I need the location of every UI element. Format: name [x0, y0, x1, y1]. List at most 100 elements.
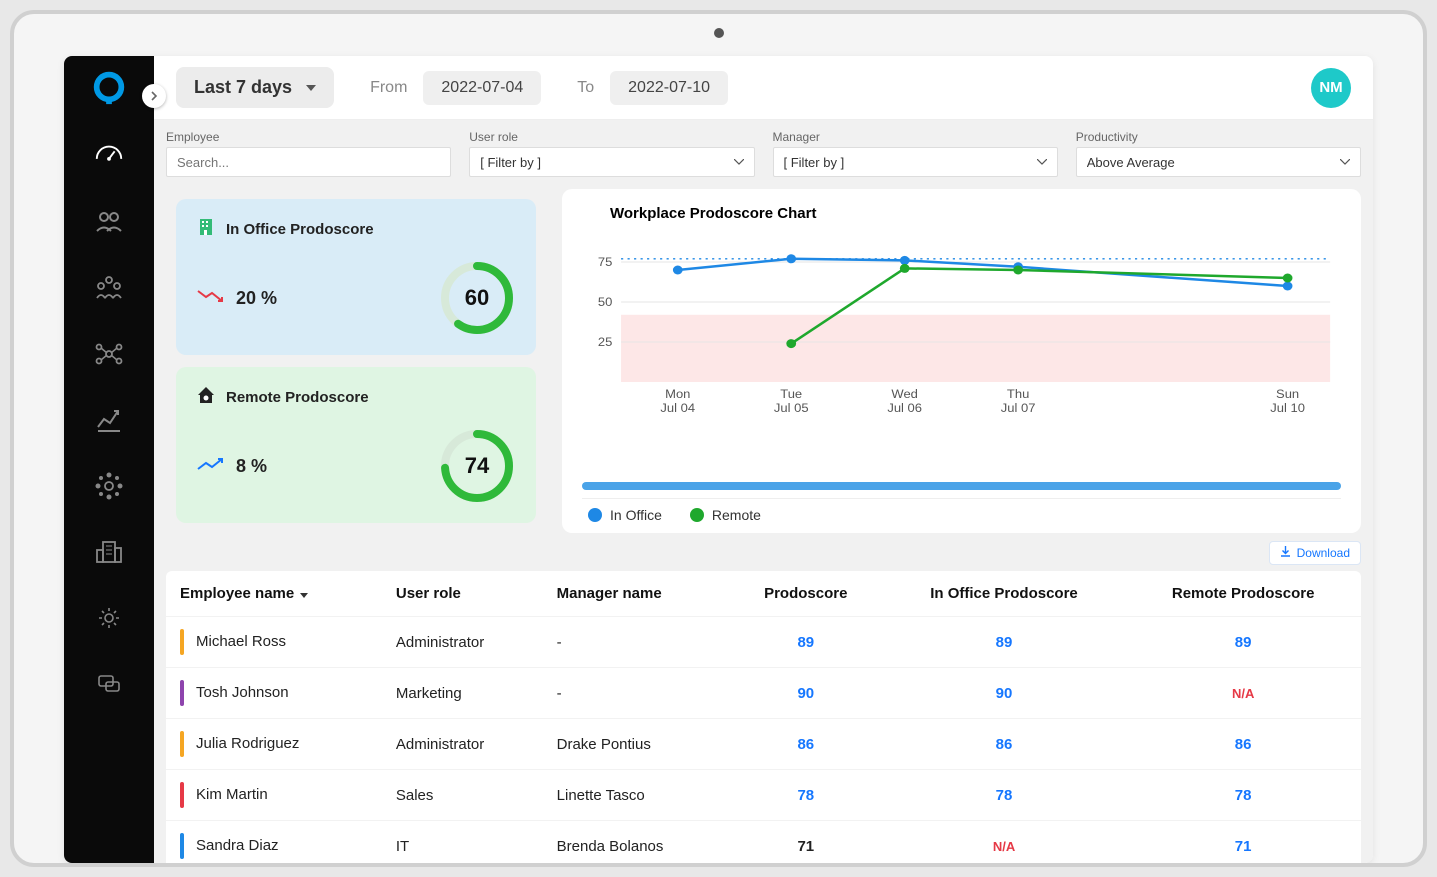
- cell-role: Administrator: [382, 719, 543, 770]
- cell-role: Administrator: [382, 617, 543, 668]
- col-manager[interactable]: Manager name: [543, 571, 729, 617]
- legend-office[interactable]: In Office: [588, 507, 662, 523]
- svg-text:Tue: Tue: [780, 387, 802, 400]
- sidebar-item-analytics[interactable]: [93, 404, 125, 436]
- cell-employee: Michael Ross: [166, 617, 382, 668]
- cell-remote: 78: [1125, 770, 1361, 821]
- sidebar-item-hub[interactable]: [93, 470, 125, 502]
- app-window: Last 7 days From 2022-07-04 To 2022-07-1…: [64, 56, 1373, 863]
- cell-employee: Kim Martin: [166, 770, 382, 821]
- col-prodoscore[interactable]: Prodoscore: [729, 571, 883, 617]
- table-row[interactable]: Michael Ross Administrator - 89 89 89: [166, 617, 1361, 668]
- remote-gauge: 74: [438, 427, 516, 505]
- cell-office: 90: [883, 668, 1126, 719]
- cell-employee: Tosh Johnson: [166, 668, 382, 719]
- score-cards-column: In Office Prodoscore 20 % 60: [166, 189, 546, 533]
- user-avatar[interactable]: NM: [1311, 68, 1351, 108]
- filter-row: Employee User role [ Filter by ] Manager…: [166, 130, 1361, 177]
- cell-manager: -: [543, 617, 729, 668]
- trend-up-icon: [196, 455, 226, 478]
- topbar: Last 7 days From 2022-07-04 To 2022-07-1…: [154, 56, 1373, 120]
- svg-text:Mon: Mon: [665, 387, 690, 400]
- table-row[interactable]: Tosh Johnson Marketing - 90 90 N/A: [166, 668, 1361, 719]
- svg-text:Jul 05: Jul 05: [774, 401, 809, 414]
- remote-gauge-value: 74: [438, 427, 516, 505]
- device-frame: Last 7 days From 2022-07-04 To 2022-07-1…: [10, 10, 1427, 867]
- cell-manager: -: [543, 668, 729, 719]
- sidebar-item-dashboard[interactable]: [93, 140, 125, 172]
- cell-office: 86: [883, 719, 1126, 770]
- content-area: Employee User role [ Filter by ] Manager…: [154, 120, 1373, 863]
- col-office-score[interactable]: In Office Prodoscore: [883, 571, 1126, 617]
- sidebar-expand-toggle[interactable]: [142, 84, 166, 108]
- to-label: To: [577, 79, 594, 97]
- date-range-label: Last 7 days: [194, 77, 292, 98]
- remote-card-title: Remote Prodoscore: [226, 389, 369, 406]
- row-marker: [180, 833, 184, 859]
- svg-text:Jul 04: Jul 04: [660, 401, 695, 414]
- svg-text:Jul 10: Jul 10: [1270, 401, 1305, 414]
- cell-role: Marketing: [382, 668, 543, 719]
- cell-prodoscore: 78: [729, 770, 883, 821]
- download-label: Download: [1297, 546, 1350, 560]
- svg-text:75: 75: [598, 255, 613, 268]
- table-section: Download Employee name User role Manager…: [166, 541, 1361, 863]
- svg-text:Sun: Sun: [1276, 387, 1299, 400]
- sidebar-item-users[interactable]: [93, 206, 125, 238]
- col-employee[interactable]: Employee name: [166, 571, 382, 617]
- svg-text:Wed: Wed: [891, 387, 918, 400]
- chart-canvas: 255075MonJul 04TueJul 05WedJul 06ThuJul …: [582, 230, 1341, 480]
- building-icon: [196, 217, 216, 241]
- remote-trend-pct: 8 %: [236, 456, 267, 477]
- productivity-filter-select[interactable]: Above Average: [1076, 147, 1361, 177]
- cell-employee: Julia Rodriguez: [166, 719, 382, 770]
- cell-manager: Linette Tasco: [543, 770, 729, 821]
- chart-scrollbar[interactable]: [582, 482, 1341, 490]
- cell-office: 89: [883, 617, 1126, 668]
- app-logo[interactable]: [90, 68, 128, 106]
- workplace-chart-panel: Workplace Prodoscore Chart 255075MonJul …: [562, 189, 1361, 533]
- date-range-dropdown[interactable]: Last 7 days: [176, 67, 334, 108]
- employee-table: Employee name User role Manager name Pro…: [166, 571, 1361, 863]
- cell-prodoscore: 90: [729, 668, 883, 719]
- svg-text:25: 25: [598, 335, 613, 348]
- filter-label-employee: Employee: [166, 130, 451, 144]
- sidebar-item-settings[interactable]: [93, 602, 125, 634]
- manager-filter-select[interactable]: [ Filter by ]: [773, 147, 1058, 177]
- sidebar-item-teams[interactable]: [93, 272, 125, 304]
- legend-remote-label: Remote: [712, 507, 761, 523]
- table-row[interactable]: Julia Rodriguez Administrator Drake Pont…: [166, 719, 1361, 770]
- chart-title: Workplace Prodoscore Chart: [582, 205, 1341, 222]
- to-date-input[interactable]: 2022-07-10: [610, 71, 728, 105]
- row-marker: [180, 782, 184, 808]
- col-role[interactable]: User role: [382, 571, 543, 617]
- from-date-input[interactable]: 2022-07-04: [423, 71, 541, 105]
- camera-dot: [714, 28, 724, 38]
- row-marker: [180, 731, 184, 757]
- table-row[interactable]: Kim Martin Sales Linette Tasco 78 78 78: [166, 770, 1361, 821]
- filter-label-role: User role: [469, 130, 754, 144]
- cell-remote: N/A: [1125, 668, 1361, 719]
- cell-role: Sales: [382, 770, 543, 821]
- svg-text:Jul 06: Jul 06: [887, 401, 922, 414]
- sidebar-item-network[interactable]: [93, 338, 125, 370]
- office-trend-pct: 20 %: [236, 288, 277, 309]
- legend-office-label: In Office: [610, 507, 662, 523]
- row-marker: [180, 629, 184, 655]
- svg-text:Jul 07: Jul 07: [1001, 401, 1036, 414]
- sidebar: [64, 56, 154, 863]
- sidebar-item-org[interactable]: [93, 536, 125, 568]
- cell-office: 78: [883, 770, 1126, 821]
- chart-legend: In Office Remote: [582, 498, 1341, 523]
- legend-remote[interactable]: Remote: [690, 507, 761, 523]
- download-button[interactable]: Download: [1269, 541, 1361, 565]
- office-score-card: In Office Prodoscore 20 % 60: [176, 199, 536, 355]
- cell-remote: 89: [1125, 617, 1361, 668]
- sidebar-item-chat[interactable]: [93, 668, 125, 700]
- row-marker: [180, 680, 184, 706]
- employee-search-input[interactable]: [166, 147, 451, 177]
- col-remote-score[interactable]: Remote Prodoscore: [1125, 571, 1361, 617]
- svg-text:Thu: Thu: [1007, 387, 1029, 400]
- role-filter-select[interactable]: [ Filter by ]: [469, 147, 754, 177]
- main-panel: Last 7 days From 2022-07-04 To 2022-07-1…: [154, 56, 1373, 863]
